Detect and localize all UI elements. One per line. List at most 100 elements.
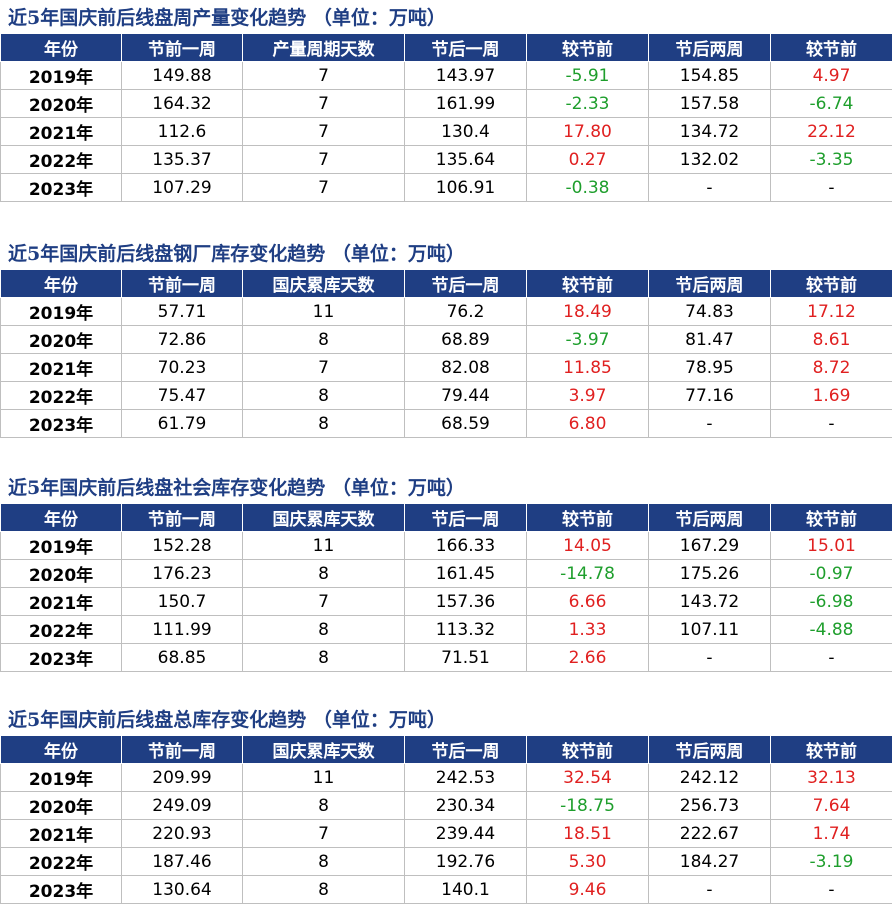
value-cell: -5.91 [527, 62, 649, 90]
value-cell: 1.33 [527, 616, 649, 644]
value-cell: 11 [243, 298, 405, 326]
year-cell: 2022年 [1, 146, 122, 174]
value-cell: - [771, 174, 892, 202]
column-header: 节前一周 [122, 270, 243, 298]
column-header: 较节前 [527, 504, 649, 532]
year-cell: 2023年 [1, 644, 122, 672]
value-cell: 75.47 [122, 382, 243, 410]
value-cell: 157.36 [405, 588, 527, 616]
value-cell: 7 [243, 146, 405, 174]
value-cell: -6.74 [771, 90, 892, 118]
table-title: 近5年国庆前后线盘钢厂库存变化趋势 （单位：万吨） [8, 240, 465, 268]
value-cell: 1.69 [771, 382, 892, 410]
value-cell: 18.49 [527, 298, 649, 326]
value-cell: 32.54 [527, 764, 649, 792]
value-cell: 140.1 [405, 876, 527, 904]
value-cell: 8 [243, 382, 405, 410]
value-cell: 135.64 [405, 146, 527, 174]
value-cell: 143.97 [405, 62, 527, 90]
value-cell: - [771, 876, 892, 904]
value-cell: 8.72 [771, 354, 892, 382]
value-cell: 8 [243, 848, 405, 876]
value-cell: 8 [243, 792, 405, 820]
year-cell: 2023年 [1, 876, 122, 904]
value-cell: 166.33 [405, 532, 527, 560]
value-cell: 130.64 [122, 876, 243, 904]
header-row: 年份节前一周产量周期天数节后一周较节前节后两周较节前 [1, 34, 892, 62]
column-header: 节前一周 [122, 34, 243, 62]
value-cell: 161.99 [405, 90, 527, 118]
value-cell: 71.51 [405, 644, 527, 672]
column-header: 年份 [1, 504, 122, 532]
value-cell: - [771, 410, 892, 438]
column-header: 年份 [1, 34, 122, 62]
value-cell: 209.99 [122, 764, 243, 792]
value-cell: 249.09 [122, 792, 243, 820]
value-cell: 57.71 [122, 298, 243, 326]
value-cell: 1.74 [771, 820, 892, 848]
value-cell: 113.32 [405, 616, 527, 644]
value-cell: 106.91 [405, 174, 527, 202]
value-cell: 61.79 [122, 410, 243, 438]
value-cell: 8 [243, 326, 405, 354]
value-cell: 8.61 [771, 326, 892, 354]
value-cell: 8 [243, 644, 405, 672]
year-cell: 2022年 [1, 848, 122, 876]
value-cell: 22.12 [771, 118, 892, 146]
year-cell: 2019年 [1, 764, 122, 792]
value-cell: 6.66 [527, 588, 649, 616]
value-cell: -6.98 [771, 588, 892, 616]
table-title: 近5年国庆前后线盘周产量变化趋势 （单位：万吨） [8, 4, 446, 32]
header-row: 年份节前一周国庆累库天数节后一周较节前节后两周较节前 [1, 736, 892, 764]
value-cell: -2.33 [527, 90, 649, 118]
value-cell: 132.02 [649, 146, 771, 174]
value-cell: 149.88 [122, 62, 243, 90]
value-cell: 135.37 [122, 146, 243, 174]
value-cell: 17.12 [771, 298, 892, 326]
value-cell: 7 [243, 174, 405, 202]
value-cell: -0.97 [771, 560, 892, 588]
value-cell: 2.66 [527, 644, 649, 672]
column-header: 节后两周 [649, 736, 771, 764]
value-cell: 222.67 [649, 820, 771, 848]
year-cell: 2020年 [1, 90, 122, 118]
value-cell: 220.93 [122, 820, 243, 848]
value-cell: 81.47 [649, 326, 771, 354]
column-header: 节后一周 [405, 270, 527, 298]
column-header: 较节前 [771, 504, 892, 532]
column-header: 较节前 [771, 270, 892, 298]
column-header: 较节前 [527, 736, 649, 764]
value-cell: -0.38 [527, 174, 649, 202]
value-cell: 134.72 [649, 118, 771, 146]
value-cell: -18.75 [527, 792, 649, 820]
value-cell: 187.46 [122, 848, 243, 876]
value-cell: - [649, 644, 771, 672]
value-cell: 152.28 [122, 532, 243, 560]
value-cell: 154.85 [649, 62, 771, 90]
value-cell: 8 [243, 876, 405, 904]
table-title: 近5年国庆前后线盘社会库存变化趋势 （单位：万吨） [8, 474, 465, 502]
value-cell: 111.99 [122, 616, 243, 644]
value-cell: 130.4 [405, 118, 527, 146]
year-cell: 2021年 [1, 118, 122, 146]
value-cell: 176.23 [122, 560, 243, 588]
year-cell: 2021年 [1, 588, 122, 616]
year-cell: 2021年 [1, 820, 122, 848]
column-header: 国庆累库天数 [243, 736, 405, 764]
value-cell: -4.88 [771, 616, 892, 644]
value-cell: 7 [243, 62, 405, 90]
column-header: 节后一周 [405, 504, 527, 532]
value-cell: 7.64 [771, 792, 892, 820]
